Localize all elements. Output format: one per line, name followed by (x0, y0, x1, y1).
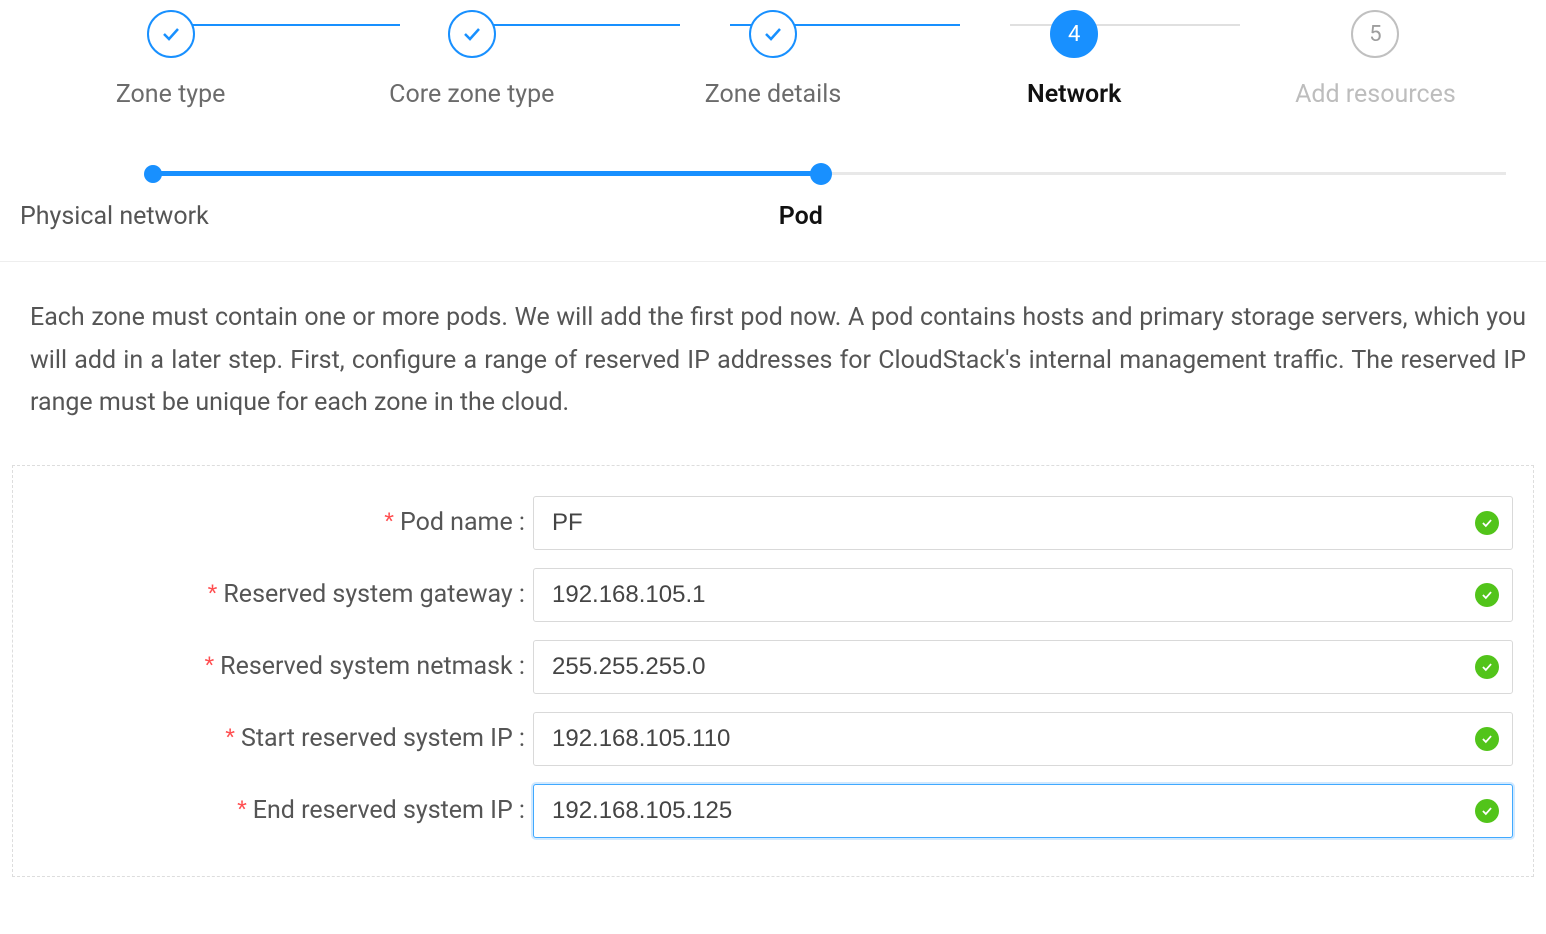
form-row-pod-name: *Pod name : (33, 496, 1513, 550)
valid-check-icon (1475, 583, 1499, 607)
step-number-icon: 5 (1351, 10, 1399, 58)
form-row-netmask: *Reserved system netmask : (33, 640, 1513, 694)
substepper-dot (144, 165, 162, 183)
substepper-dot (810, 163, 832, 185)
valid-check-icon (1475, 799, 1499, 823)
substep-pod[interactable]: Pod (779, 202, 823, 231)
required-icon: * (204, 652, 214, 680)
form-label: *Reserved system gateway : (33, 580, 533, 609)
valid-check-icon (1475, 511, 1499, 535)
reserved-netmask-input[interactable] (533, 640, 1513, 694)
pod-name-input[interactable] (533, 496, 1513, 550)
check-icon (147, 10, 195, 58)
label-text: Reserved system netmask (220, 652, 513, 681)
check-icon (749, 10, 797, 58)
step-connector (1010, 24, 1240, 26)
form-row-start-ip: *Start reserved system IP : (33, 712, 1513, 766)
step-label: Network (1027, 80, 1121, 109)
step-label: Zone details (705, 80, 841, 109)
step-connector (170, 24, 400, 26)
end-reserved-ip-input[interactable] (533, 784, 1513, 838)
form-label: *Reserved system netmask : (33, 652, 533, 681)
form-label: *Start reserved system IP : (33, 724, 533, 753)
wizard-stepper: Zone type Core zone type Zone details 4 … (0, 0, 1546, 109)
substep-physical-network[interactable]: Physical network (20, 202, 209, 231)
start-reserved-ip-input[interactable] (533, 712, 1513, 766)
required-icon: * (384, 508, 394, 536)
valid-check-icon (1475, 727, 1499, 751)
label-text: Start reserved system IP (241, 724, 513, 753)
required-icon: * (237, 796, 247, 824)
network-substepper: Physical network Pod (0, 164, 1546, 231)
form-label: *End reserved system IP : (33, 796, 533, 825)
form-row-end-ip: *End reserved system IP : (33, 784, 1513, 838)
step-label: Core zone type (389, 80, 554, 109)
substepper-line-fill (150, 171, 820, 176)
pod-form: *Pod name : *Reserved system gateway : *… (12, 465, 1534, 877)
step-label: Zone type (116, 80, 226, 109)
label-text: Pod name (400, 508, 513, 537)
reserved-gateway-input[interactable] (533, 568, 1513, 622)
required-icon: * (225, 724, 235, 752)
required-icon: * (208, 580, 218, 608)
form-row-gateway: *Reserved system gateway : (33, 568, 1513, 622)
form-label: *Pod name : (33, 508, 533, 537)
valid-check-icon (1475, 655, 1499, 679)
step-add-resources: 5 Add resources (1225, 10, 1526, 109)
label-text: End reserved system IP (253, 796, 513, 825)
pod-description: Each zone must contain one or more pods.… (0, 262, 1546, 455)
step-label: Add resources (1295, 80, 1456, 109)
check-icon (448, 10, 496, 58)
label-text: Reserved system gateway (223, 580, 512, 609)
substepper-track (20, 164, 1526, 184)
step-number-icon: 4 (1050, 10, 1098, 58)
